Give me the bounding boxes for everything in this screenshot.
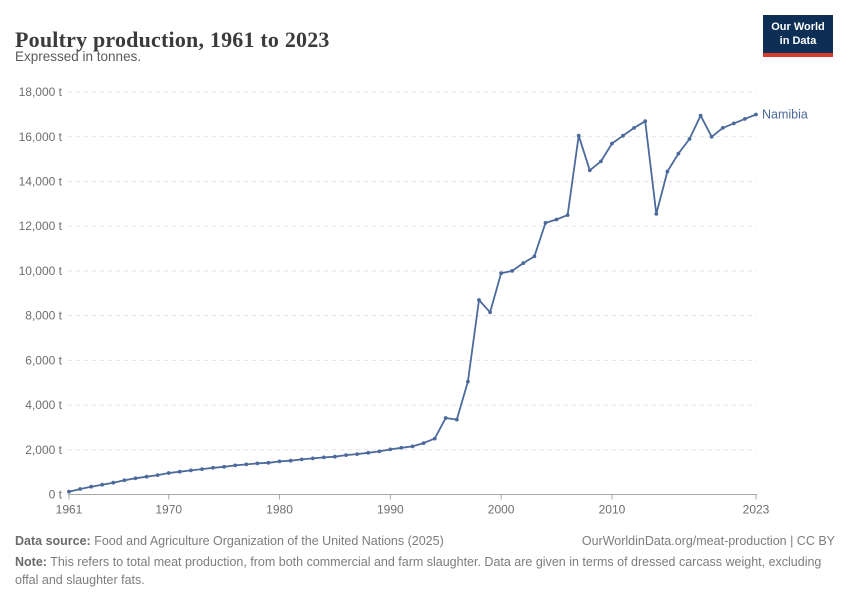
data-point-1963[interactable] — [89, 484, 94, 489]
data-point-1966[interactable] — [122, 478, 127, 483]
data-point-2008[interactable] — [587, 168, 592, 173]
data-point-2023[interactable] — [754, 112, 758, 117]
data-point-1996[interactable] — [454, 417, 459, 422]
y-tick-label-0: 0 t — [49, 488, 63, 502]
data-point-2021[interactable] — [731, 121, 736, 126]
data-point-2003[interactable] — [532, 254, 537, 259]
data-point-2018[interactable] — [698, 113, 703, 118]
data-point-2007[interactable] — [576, 133, 581, 138]
series-line-namibia[interactable] — [68, 113, 757, 493]
y-tick-label-8000: 8,000 t — [25, 309, 62, 323]
data-source-label: Data source: — [15, 534, 91, 548]
y-tick-label-14000: 14,000 t — [19, 175, 63, 189]
x-tick-label-1970: 1970 — [155, 503, 182, 517]
data-point-1975[interactable] — [222, 464, 227, 469]
data-point-1998[interactable] — [477, 298, 481, 302]
y-tick-label-10000: 10,000 t — [19, 264, 63, 278]
data-point-1984[interactable] — [322, 455, 326, 460]
data-point-1968[interactable] — [144, 474, 149, 479]
owid-logo[interactable]: Our World in Data — [763, 15, 833, 57]
data-point-1962[interactable] — [78, 487, 82, 491]
data-point-1978[interactable] — [255, 461, 260, 466]
data-point-1994[interactable] — [432, 436, 437, 441]
x-tick-label-2023: 2023 — [743, 503, 770, 517]
data-point-1971[interactable] — [177, 469, 182, 474]
data-point-1976[interactable] — [233, 463, 238, 468]
data-point-1989[interactable] — [377, 449, 382, 454]
data-point-2010[interactable] — [610, 141, 614, 146]
data-point-1967[interactable] — [133, 476, 138, 481]
data-point-2001[interactable] — [510, 269, 515, 273]
y-tick-label-6000: 6,000 t — [25, 353, 62, 367]
y-tick-label-18000: 18,000 t — [19, 85, 63, 99]
data-point-2009[interactable] — [599, 159, 603, 164]
data-point-1972[interactable] — [189, 468, 193, 473]
data-point-2005[interactable] — [554, 217, 559, 222]
data-point-1964[interactable] — [100, 482, 105, 487]
data-source-text: Data source: Food and Agriculture Organi… — [15, 533, 444, 551]
owid-url-link[interactable]: OurWorldinData.org/meat-production | CC … — [581, 534, 835, 548]
owid-logo-line2: in Data — [779, 35, 817, 48]
data-point-1974[interactable] — [211, 465, 215, 470]
data-point-2022[interactable] — [743, 117, 747, 121]
chart-footer: Data source: Food and Agriculture Organi… — [15, 533, 835, 589]
x-tick-label-2000: 2000 — [488, 503, 515, 517]
note-text: This refers to total meat production, fr… — [15, 554, 822, 587]
data-point-1965[interactable] — [111, 480, 116, 485]
y-tick-label-2000: 2,000 t — [25, 443, 62, 457]
x-tick-label-1980: 1980 — [266, 503, 293, 517]
data-point-1980[interactable] — [277, 459, 282, 464]
data-point-1991[interactable] — [399, 445, 404, 450]
data-point-1993[interactable] — [421, 441, 426, 445]
note-row: Note: This refers to total meat producti… — [15, 554, 830, 590]
data-point-1983[interactable] — [310, 456, 315, 461]
data-point-1999[interactable] — [488, 310, 492, 315]
data-point-1979[interactable] — [266, 460, 271, 465]
owid-logo-line1: Our World — [771, 21, 825, 33]
data-point-2019[interactable] — [709, 134, 714, 139]
data-point-2017[interactable] — [687, 137, 692, 141]
data-point-1961[interactable] — [67, 489, 71, 494]
data-point-1985[interactable] — [333, 454, 337, 459]
data-point-2020[interactable] — [720, 126, 725, 130]
data-point-2002[interactable] — [521, 261, 526, 265]
data-point-1995[interactable] — [443, 416, 448, 420]
note-label: Note: — [15, 554, 47, 569]
data-point-2000[interactable] — [499, 271, 503, 276]
x-tick-label-2010: 2010 — [599, 503, 626, 517]
data-point-2016[interactable] — [676, 151, 681, 156]
entity-label-namibia[interactable]: Namibia — [762, 107, 808, 121]
data-point-2014[interactable] — [654, 212, 659, 216]
x-tick-label-1990: 1990 — [377, 503, 404, 517]
data-point-1986[interactable] — [344, 453, 348, 457]
data-point-2011[interactable] — [621, 133, 625, 138]
data-point-1992[interactable] — [410, 444, 415, 449]
data-point-1973[interactable] — [200, 467, 204, 471]
data-point-1987[interactable] — [355, 452, 359, 456]
y-tick-label-16000: 16,000 t — [19, 130, 63, 144]
x-tick-label-1961: 1961 — [56, 503, 83, 517]
data-point-1988[interactable] — [366, 450, 371, 455]
data-point-1982[interactable] — [299, 457, 304, 462]
data-source-row: Data source: Food and Agriculture Organi… — [15, 533, 835, 551]
y-tick-label-4000: 4,000 t — [25, 398, 62, 412]
data-point-1970[interactable] — [166, 471, 171, 475]
page-title: Poultry production, 1961 to 2023 — [15, 26, 330, 52]
chart-subtitle: Expressed in tonnes. — [15, 49, 142, 64]
data-point-1981[interactable] — [288, 458, 293, 463]
data-point-2013[interactable] — [643, 119, 648, 124]
line-chart-plot-area[interactable]: 0 t 2,000 t 4,000 t 6,000 t 8,000 t 10,000 t 1… — [0, 80, 850, 530]
data-point-1990[interactable] — [388, 447, 393, 452]
data-source-value: Food and Agriculture Organization of the… — [94, 534, 444, 548]
data-point-2015[interactable] — [665, 169, 670, 174]
data-point-2012[interactable] — [632, 126, 636, 130]
data-point-2004[interactable] — [543, 221, 548, 225]
data-point-1997[interactable] — [466, 379, 470, 384]
data-point-2006[interactable] — [565, 213, 570, 218]
data-point-1969[interactable] — [155, 473, 160, 477]
y-tick-label-12000: 12,000 t — [19, 219, 63, 233]
data-point-1977[interactable] — [244, 462, 249, 467]
